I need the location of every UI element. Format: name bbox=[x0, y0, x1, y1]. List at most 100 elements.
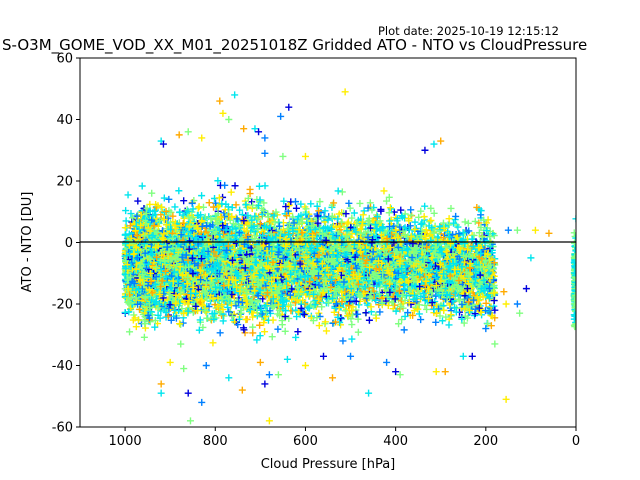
data-point bbox=[417, 207, 425, 215]
data-point bbox=[180, 214, 188, 222]
data-point bbox=[341, 307, 349, 315]
data-point bbox=[421, 293, 429, 301]
data-point bbox=[432, 318, 440, 326]
data-point bbox=[294, 328, 302, 336]
data-point bbox=[409, 311, 417, 319]
data-point bbox=[121, 231, 129, 239]
data-point bbox=[215, 194, 223, 202]
data-point bbox=[315, 309, 323, 317]
data-point bbox=[242, 227, 250, 235]
data-point bbox=[266, 307, 274, 315]
data-point bbox=[460, 319, 468, 327]
data-point bbox=[461, 218, 469, 226]
data-point bbox=[372, 214, 380, 222]
data-point bbox=[417, 316, 425, 324]
data-point bbox=[219, 317, 227, 325]
data-point bbox=[349, 303, 357, 311]
data-points bbox=[121, 88, 576, 425]
data-point bbox=[198, 192, 206, 200]
data-point bbox=[205, 303, 213, 311]
data-point bbox=[445, 221, 453, 229]
data-point bbox=[228, 204, 236, 212]
data-point bbox=[473, 203, 481, 211]
data-point bbox=[205, 199, 213, 207]
data-point bbox=[349, 311, 357, 319]
data-point bbox=[348, 321, 356, 329]
data-point bbox=[214, 177, 222, 185]
data-point bbox=[175, 187, 183, 195]
data-point bbox=[360, 207, 368, 215]
data-point bbox=[260, 199, 268, 207]
chart-title: S-O3M_GOME_VOD_XX_M01_20251018Z Gridded … bbox=[2, 36, 587, 55]
data-point bbox=[248, 216, 256, 224]
data-point bbox=[442, 313, 450, 321]
data-point bbox=[283, 212, 291, 220]
data-point bbox=[148, 189, 156, 197]
data-point bbox=[216, 329, 224, 337]
data-point bbox=[209, 339, 217, 347]
data-point bbox=[470, 231, 478, 239]
data-point bbox=[348, 214, 356, 222]
data-point bbox=[127, 210, 135, 218]
data-point bbox=[376, 217, 384, 225]
data-point bbox=[232, 201, 240, 209]
data-point bbox=[285, 314, 293, 322]
data-point bbox=[293, 313, 301, 321]
data-point bbox=[362, 309, 370, 317]
data-point bbox=[438, 317, 446, 325]
data-point bbox=[246, 190, 254, 198]
data-point bbox=[423, 305, 431, 313]
data-point bbox=[281, 327, 289, 335]
data-point bbox=[406, 222, 414, 230]
data-point bbox=[261, 328, 269, 336]
data-point bbox=[421, 202, 429, 210]
data-point bbox=[292, 333, 300, 341]
data-point bbox=[211, 195, 219, 203]
data-point bbox=[177, 340, 185, 348]
data-point bbox=[249, 329, 257, 337]
data-point bbox=[447, 204, 455, 212]
data-point bbox=[316, 198, 324, 206]
data-point bbox=[199, 323, 207, 331]
data-point bbox=[231, 182, 239, 190]
data-point bbox=[402, 291, 410, 299]
data-point bbox=[376, 308, 384, 316]
data-point bbox=[134, 197, 142, 205]
data-point bbox=[313, 202, 321, 210]
data-point bbox=[210, 203, 218, 211]
data-point bbox=[385, 193, 393, 201]
data-point bbox=[398, 316, 406, 324]
data-point bbox=[151, 323, 159, 331]
data-point bbox=[392, 214, 400, 222]
plot-date: Plot date: 2025-10-19 12:15:12 bbox=[378, 24, 559, 38]
data-point bbox=[316, 312, 324, 320]
data-point bbox=[335, 210, 343, 218]
data-point bbox=[242, 316, 250, 324]
data-point bbox=[260, 319, 268, 327]
data-point bbox=[385, 209, 393, 217]
data-point bbox=[165, 195, 173, 203]
data-point bbox=[344, 237, 352, 245]
data-point bbox=[291, 198, 299, 206]
data-point bbox=[450, 219, 458, 227]
data-point bbox=[354, 328, 362, 336]
data-point bbox=[392, 307, 400, 315]
data-point bbox=[256, 321, 264, 329]
data-point bbox=[365, 316, 373, 324]
data-point bbox=[318, 303, 326, 311]
data-point bbox=[194, 204, 202, 212]
data-point bbox=[322, 327, 330, 335]
data-point bbox=[339, 337, 347, 345]
data-point bbox=[400, 326, 408, 334]
data-point bbox=[415, 310, 423, 318]
data-point bbox=[297, 200, 305, 208]
data-point bbox=[345, 199, 353, 207]
data-point bbox=[183, 206, 191, 214]
data-point bbox=[125, 308, 133, 316]
data-point bbox=[464, 219, 472, 227]
data-point bbox=[248, 198, 256, 206]
data-point bbox=[292, 204, 300, 212]
data-point bbox=[307, 200, 315, 208]
data-point bbox=[379, 293, 387, 301]
